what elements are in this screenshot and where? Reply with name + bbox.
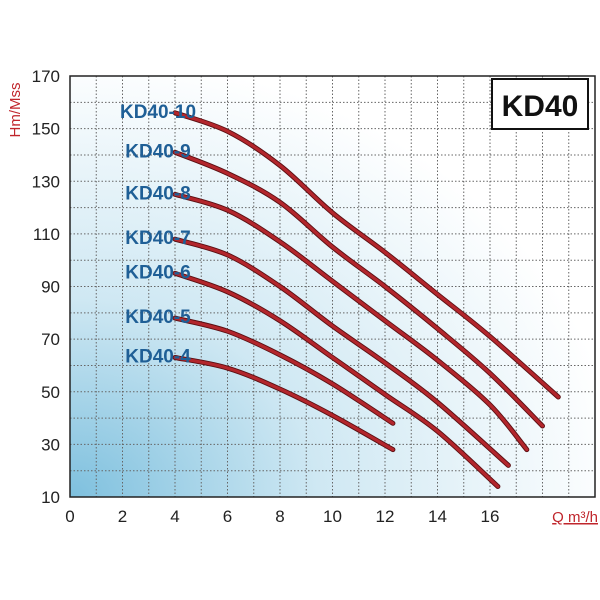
- x-axis-title: Q m³/h: [552, 509, 598, 526]
- y-axis-title: Hm/Mss: [7, 83, 24, 138]
- x-tick-label: 14: [428, 507, 447, 526]
- curve-kd40-7: [173, 237, 510, 467]
- curve-kd40-5: [173, 316, 395, 425]
- x-tick-label: 4: [170, 507, 179, 526]
- y-tick-label: 10: [41, 488, 60, 507]
- curve-kd40-10: [173, 111, 560, 399]
- title-box: KD40: [491, 78, 589, 130]
- curve-kd40-8: [173, 192, 529, 452]
- y-tick-label: 70: [41, 330, 60, 349]
- curve-kd40-6: [173, 271, 500, 489]
- series-label-kd40-8: KD40-8: [125, 183, 190, 204]
- curve-kd40-9: [173, 150, 545, 428]
- y-tick-label: 110: [33, 225, 60, 244]
- series-label-kd40-4: KD40-4: [125, 347, 191, 368]
- y-tick-label: 90: [41, 278, 60, 297]
- y-tick-label: 50: [41, 383, 60, 402]
- y-tick-label: 30: [41, 435, 60, 454]
- series-label-kd40-10: KD40-10: [120, 102, 196, 123]
- curve-kd40-4: [173, 355, 395, 452]
- tick-labels: 0 2 4 6 8 10 12 14 16 10 30 50 70 90 110 130 150 170: [32, 67, 500, 526]
- x-tick-label: 12: [376, 507, 395, 526]
- performance-curves: [172, 110, 561, 489]
- plot-frame: [69, 75, 596, 498]
- series-label-kd40-7: KD40-7: [125, 228, 190, 249]
- series-label-kd40-9: KD40-9: [125, 141, 190, 162]
- x-tick-label: 6: [223, 507, 232, 526]
- x-tick-label: 2: [118, 507, 127, 526]
- y-tick-label: 170: [32, 67, 60, 86]
- x-tick-label: 10: [323, 507, 342, 526]
- chart-title: KD40: [502, 90, 579, 123]
- x-tick-label: 16: [481, 507, 500, 526]
- x-tick-label: 0: [65, 507, 74, 526]
- series-label-kd40-6: KD40-6: [125, 262, 190, 283]
- series-label-kd40-5: KD40-5: [125, 307, 191, 328]
- y-tick-label: 150: [32, 120, 60, 139]
- y-tick-label: 130: [32, 172, 60, 191]
- series-labels: KD40-10 KD40-9 KD40-8 KD40-7 KD40-6 KD40-5 KD4…: [120, 102, 196, 368]
- x-tick-label: 8: [275, 507, 284, 526]
